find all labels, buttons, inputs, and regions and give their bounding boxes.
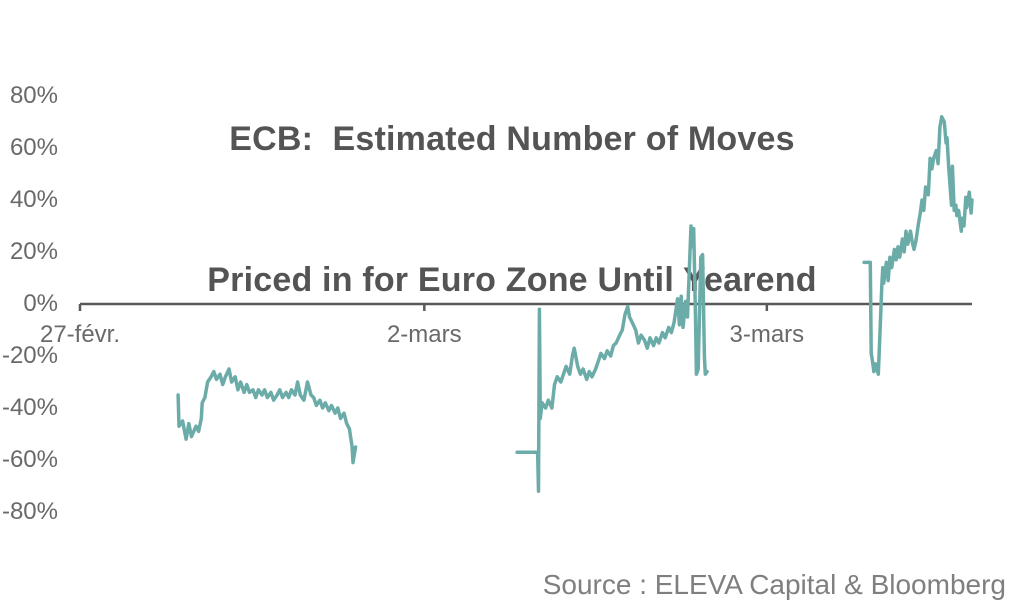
x-axis-labels: 27-févr. 2-mars 3-mars <box>0 320 1024 352</box>
x-axis-label: 2-mars <box>386 321 462 348</box>
y-axis-label: -20% <box>1 342 58 369</box>
y-axis-label: 40% <box>9 186 58 213</box>
y-axis-label: -80% <box>1 498 58 525</box>
y-axis-label: -60% <box>1 446 58 473</box>
x-axis-label: 27-févr. <box>39 321 121 348</box>
y-axis-labels: 80% 60% 40% 20% 0% -20% -40% -60% -80% <box>0 0 60 613</box>
series-line-segment <box>515 224 709 493</box>
x-axis-label: 3-mars <box>729 321 805 348</box>
y-axis-label: 80% <box>9 82 58 109</box>
chart-title-line-1: ECB: Estimated Number of Moves <box>229 120 795 158</box>
y-axis-label: -40% <box>1 394 58 421</box>
series-line-segment <box>176 367 358 465</box>
source-credit: Source : ELEVA Capital & Bloomberg <box>542 569 1006 600</box>
chart-title: ECB: Estimated Number of Moves Priced in… <box>0 22 1024 398</box>
chart-title-line-2: Priced in for Euro Zone Until Yearend <box>207 261 817 299</box>
y-axis-label: 0% <box>23 290 58 317</box>
y-axis-label: 60% <box>9 134 58 161</box>
y-axis-label: 20% <box>9 238 58 265</box>
series-line-segment <box>862 115 974 376</box>
